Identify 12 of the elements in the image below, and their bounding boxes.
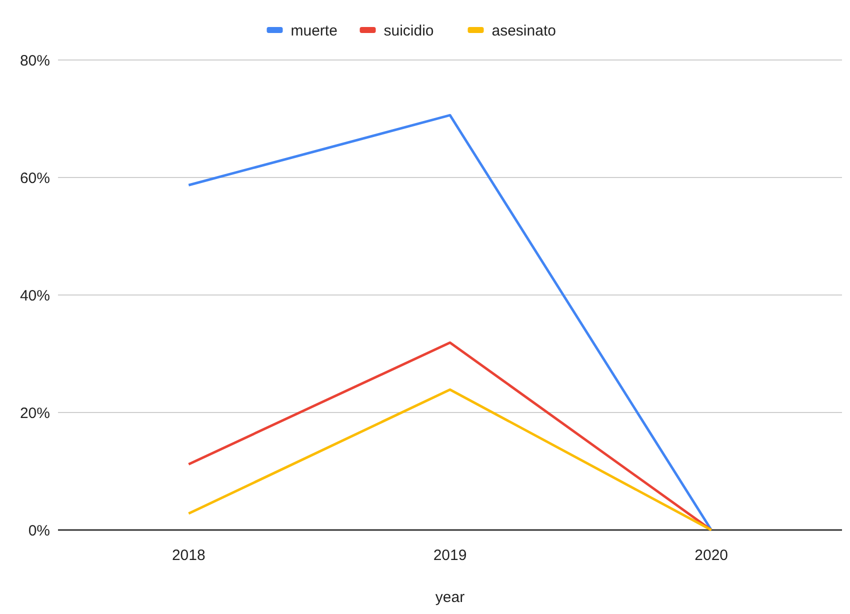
- x-tick-label: 2020: [694, 547, 728, 564]
- x-tick-label: 2019: [433, 547, 467, 564]
- y-tick-label: 60%: [20, 170, 50, 187]
- y-tick-label: 0%: [28, 522, 50, 540]
- legend-label: suicidio: [384, 22, 434, 40]
- y-tick-label: 20%: [20, 404, 50, 422]
- x-tick-label: 2018: [172, 547, 206, 564]
- x-axis-title: year: [435, 589, 465, 606]
- legend-label: asesinato: [492, 22, 556, 40]
- y-tick-label: 80%: [20, 52, 50, 70]
- y-tick-label: 40%: [20, 287, 50, 304]
- legend-label: muerte: [290, 22, 338, 40]
